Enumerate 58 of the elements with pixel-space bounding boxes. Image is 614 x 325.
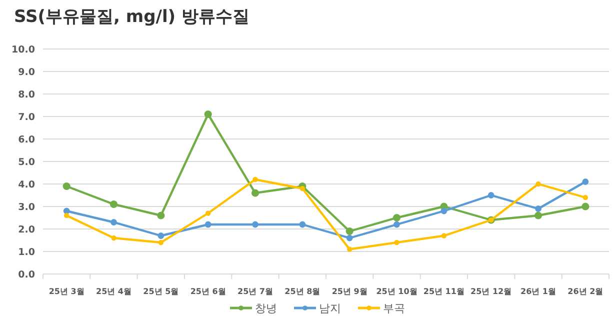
point — [392, 214, 401, 222]
y-tick-label: 4.0 — [18, 180, 36, 190]
point — [441, 233, 447, 238]
x-tick-label: 25년 7월 — [238, 287, 273, 296]
x-tick-label: 25년 9월 — [332, 287, 368, 296]
y-tick-label: 5.0 — [18, 157, 36, 168]
x-tick-label: 25년 4월 — [96, 287, 132, 296]
legend-label: 남지 — [319, 302, 341, 315]
y-tick-label: 7.0 — [18, 112, 36, 123]
point — [394, 240, 400, 246]
x-tick-label: 25년 12월 — [470, 287, 512, 296]
chart-title: SS(부유물질, mg/l) 방류수질 — [14, 7, 250, 27]
point — [64, 212, 70, 218]
point — [110, 200, 118, 208]
y-tick-label: 2.0 — [18, 224, 36, 236]
point — [252, 221, 258, 228]
x-tick-label: 26년 2월 — [568, 287, 604, 296]
y-tick-label: 6.0 — [18, 134, 36, 146]
point — [346, 246, 352, 252]
point — [346, 234, 353, 242]
x-tick-label: 25년 5월 — [143, 287, 179, 296]
point — [535, 206, 542, 212]
x-tick-label: 25년 8월 — [284, 287, 320, 296]
point — [158, 232, 164, 239]
x-tick-label: 26년 1월 — [520, 287, 556, 296]
point — [110, 219, 117, 226]
point — [488, 192, 494, 198]
point — [251, 189, 260, 197]
point — [299, 221, 306, 228]
x-tick-label: 25년 11월 — [423, 287, 464, 296]
point — [204, 110, 212, 118]
x-tick-label: 25년 10월 — [376, 287, 418, 296]
point — [252, 176, 258, 182]
y-tick-label: 0.0 — [18, 270, 36, 280]
point — [205, 210, 211, 216]
point — [394, 221, 400, 228]
legend-label: 창녕 — [255, 302, 277, 315]
point — [62, 182, 70, 190]
x-tick-label: 25년 3월 — [48, 287, 84, 296]
y-tick-label: 9.0 — [18, 67, 36, 78]
y-tick-label: 10.0 — [12, 44, 36, 56]
point — [158, 240, 164, 246]
point — [111, 235, 116, 241]
y-tick-label: 3.0 — [18, 202, 36, 213]
point — [157, 212, 165, 220]
y-tick-label: 1.0 — [18, 247, 36, 258]
y-tick-label: 8.0 — [18, 90, 36, 100]
point — [582, 202, 590, 210]
point — [582, 178, 589, 185]
point — [582, 194, 588, 200]
point — [440, 208, 448, 214]
x-tick-label: 25년 6월 — [190, 287, 226, 296]
point — [536, 181, 541, 187]
legend-label: 부곡 — [383, 302, 405, 315]
point — [346, 227, 354, 236]
point — [204, 221, 212, 228]
point — [300, 186, 306, 192]
point — [534, 212, 542, 220]
